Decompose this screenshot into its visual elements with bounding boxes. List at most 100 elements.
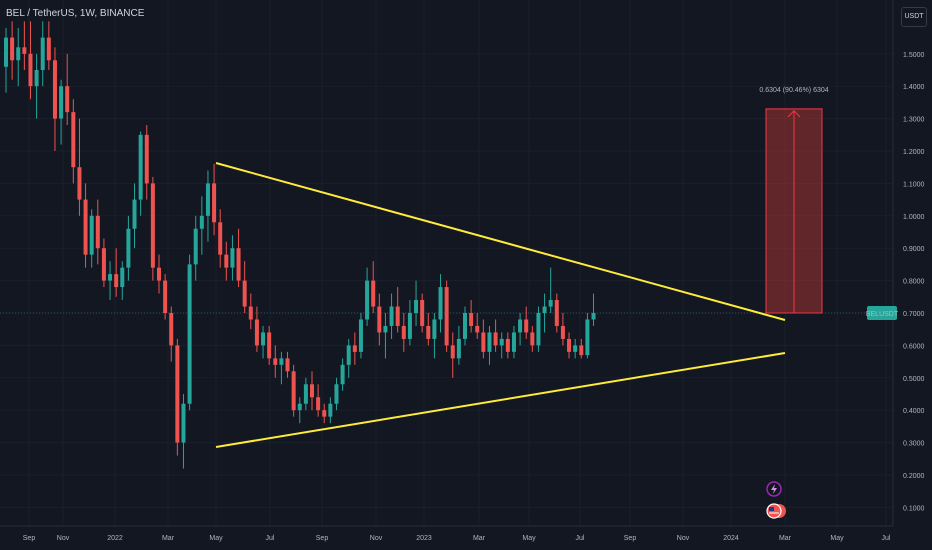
candle-body: [144, 134, 149, 184]
candle-body: [273, 358, 278, 365]
price-tick-label: 1.5000: [903, 52, 925, 59]
candle-body: [585, 319, 590, 356]
candle-body: [463, 313, 467, 339]
candle-body: [291, 371, 296, 411]
candle-body: [426, 325, 431, 339]
time-tick-label: Jul: [266, 535, 275, 542]
price-tick-label: 0.4000: [903, 408, 925, 415]
candle-body: [432, 319, 437, 339]
current-price-tag-label: BELUSDT: [866, 311, 899, 318]
time-tick-label: Sep: [23, 535, 36, 542]
candle-body: [518, 319, 523, 333]
candle-body: [132, 199, 137, 229]
candle-body: [212, 183, 217, 223]
candle-body: [89, 215, 94, 255]
candle-body: [407, 313, 412, 339]
candle-body: [120, 267, 125, 288]
time-tick-label: Nov: [677, 535, 690, 542]
candle-body: [254, 319, 259, 346]
candle-body: [261, 332, 266, 346]
candle-body: [248, 306, 253, 320]
time-scale[interactable]: Sep Nov 2022 Mar May Jul Sep Nov 2023 Mar May Jul Se…: [0, 525, 893, 542]
candle-body: [352, 345, 357, 352]
price-tick-label: 1.3000: [903, 117, 925, 124]
candle-body: [420, 300, 425, 326]
candle-body: [236, 248, 241, 281]
price-tick-label: 1.4000: [903, 84, 925, 91]
candle-body: [224, 254, 229, 268]
price-tick-label: 0.9000: [903, 246, 925, 253]
candle-body: [114, 274, 119, 288]
candle-body: [450, 345, 455, 359]
candle-body: [169, 313, 174, 346]
candle-body: [530, 332, 535, 346]
price-tick-label: 0.5000: [903, 376, 925, 383]
time-tick-label: 2024: [723, 535, 739, 542]
price-tick-label: 0.2000: [903, 473, 925, 480]
price-tick-label: 0.1000: [903, 505, 925, 512]
candle-body: [95, 215, 100, 249]
time-tick-label: Sep: [624, 535, 637, 542]
candle-body: [536, 313, 541, 346]
candle-body: [567, 338, 572, 352]
candle-body: [414, 300, 419, 313]
candle-body: [22, 47, 27, 54]
candle-body: [71, 112, 76, 168]
time-tick-label: 2023: [416, 535, 432, 542]
measure-label: 0.6304 (90.46%) 6304: [759, 87, 828, 94]
drawing-layer: 0.6304 (90.46%) 6304: [0, 87, 893, 519]
candle-body: [181, 403, 186, 443]
candle-body: [560, 325, 565, 339]
candle-body: [573, 345, 578, 352]
candle-body: [383, 325, 388, 333]
time-tick-label: Mar: [779, 535, 792, 542]
candle-body: [52, 60, 57, 119]
candle-body: [505, 338, 510, 352]
price-tick-label: 0.8000: [903, 279, 925, 286]
price-tick-label: 1.2000: [903, 149, 925, 156]
current-price-tag[interactable]: [867, 306, 897, 320]
time-tick-label: May: [209, 535, 223, 542]
candle-body: [579, 345, 584, 356]
candle-body: [175, 345, 180, 443]
candle-body: [16, 47, 21, 61]
price-scale[interactable]: 1.5000 1.4000 1.3000 1.2000 1.1000 1.0000 0.90…: [866, 0, 925, 526]
time-tick-label: Nov: [370, 535, 383, 542]
candle-body: [493, 332, 498, 346]
candle-body: [371, 280, 376, 307]
lightning-bolt-icon: [771, 484, 777, 494]
currency-unit-button[interactable]: USDT: [901, 7, 927, 27]
candle-body: [481, 332, 486, 352]
candle-body: [316, 397, 321, 411]
time-tick-label: May: [522, 535, 536, 542]
candle-body: [511, 332, 516, 352]
candle-body: [40, 37, 45, 70]
candle-body: [499, 338, 504, 346]
candle-body: [456, 338, 461, 359]
candle-body: [279, 358, 284, 365]
candle-body: [285, 358, 290, 372]
chart-grid: [0, 0, 893, 526]
candle-body: [4, 37, 8, 67]
measure-arrow-head-icon: [787, 110, 801, 118]
candle-body: [487, 332, 492, 352]
candle-body: [346, 345, 351, 365]
time-tick-label: May: [830, 535, 844, 542]
candle-body: [591, 313, 596, 320]
candle-body: [542, 306, 547, 313]
candle-body: [59, 86, 64, 119]
candle-body: [365, 280, 370, 320]
price-tick-label: 0.6000: [903, 343, 925, 350]
candle-body: [163, 280, 168, 313]
candle-body: [157, 267, 161, 281]
price-tick-label: 0.7000: [903, 311, 925, 318]
candle-body: [475, 325, 480, 333]
candle-body: [554, 300, 559, 326]
price-tick-label: 1.0000: [903, 214, 925, 221]
candle-body: [322, 410, 327, 417]
symbol-title[interactable]: BEL / TetherUS, 1W, BINANCE: [6, 8, 145, 19]
candle-body: [395, 306, 400, 326]
candle-body: [358, 319, 363, 352]
candle-body: [303, 384, 308, 404]
